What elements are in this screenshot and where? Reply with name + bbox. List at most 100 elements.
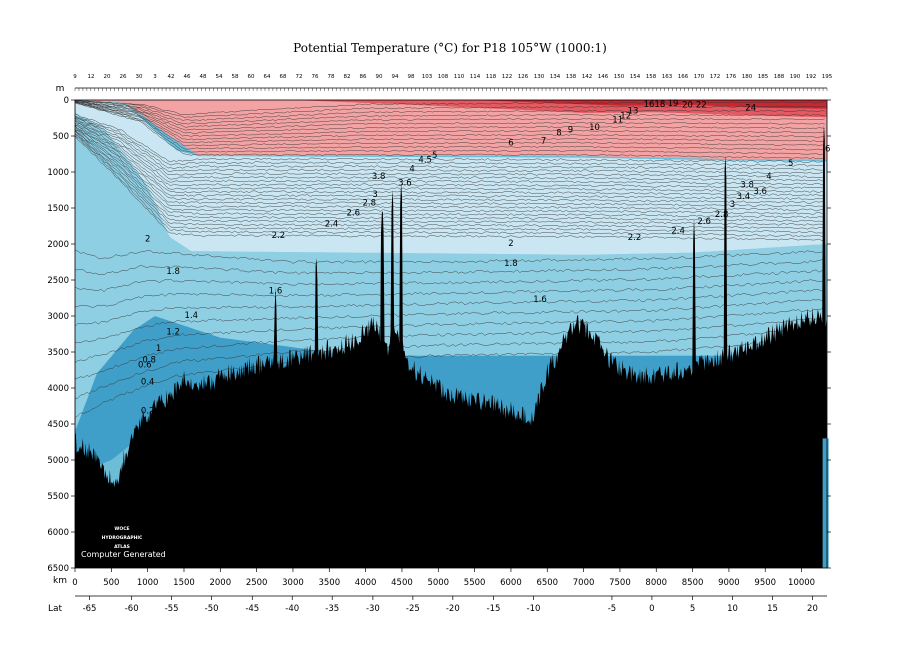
- station-label: 68: [280, 74, 287, 80]
- isotherm-upper: [74, 101, 825, 141]
- isotherm-deep: [74, 269, 825, 292]
- km-tick-label: 8000: [645, 578, 667, 588]
- depth-tick-label: 6500: [47, 564, 69, 574]
- station-label: 54: [216, 74, 223, 80]
- km-tick-label: 8500: [682, 578, 704, 588]
- station-label: 138: [566, 74, 577, 80]
- station-label: 150: [614, 74, 625, 80]
- contour-label: 1.8: [504, 259, 518, 269]
- contour-label: 9: [568, 126, 573, 136]
- station-label: 42: [168, 74, 175, 80]
- lat-tick-label: 20: [807, 604, 818, 614]
- isotherm-deep: [74, 299, 825, 344]
- contour-label: 0.8: [142, 355, 156, 365]
- isotherm-deep: [74, 259, 825, 276]
- contour-label: 2.8: [363, 199, 377, 209]
- plot-frame: [74, 99, 828, 569]
- isotherm-mid: [74, 118, 825, 178]
- axes: 0500100015002000250030003500400045005000…: [47, 74, 832, 614]
- station-label: 30: [136, 74, 143, 80]
- isotherm-mid: [74, 120, 825, 189]
- isotherm-deep: [74, 279, 825, 309]
- contour-label: 2.4: [671, 227, 685, 237]
- band-above-20C: [75, 100, 827, 109]
- contour-label: 6: [508, 139, 513, 149]
- band-2.0-5.0C: [75, 100, 827, 255]
- depth-tick-label: 4500: [47, 420, 69, 430]
- contour-label: 3.8: [372, 172, 386, 182]
- station-label: 20: [104, 74, 111, 80]
- watermark-hydrographic: HYDROGRAPHIC: [102, 535, 143, 541]
- km-tick-label: 10000: [788, 578, 815, 588]
- station-label: 122: [502, 74, 513, 80]
- km-tick-label: 3000: [282, 578, 304, 588]
- contour-label: 10: [589, 123, 600, 133]
- station-label: 192: [806, 74, 817, 80]
- isotherm-upper: [74, 102, 825, 160]
- station-label: 170: [694, 74, 705, 80]
- watermark-atlas: ATLAS: [114, 544, 130, 550]
- station-label: 154: [630, 74, 641, 80]
- station-label: 48: [200, 74, 207, 80]
- lat-tick-label: -40: [285, 604, 299, 614]
- isotherm-upper: [74, 102, 825, 151]
- contour-label: 4: [766, 172, 771, 182]
- isotherm-upper: [74, 100, 825, 125]
- isotherm-mid: [74, 133, 825, 230]
- station-label: 46: [184, 74, 191, 80]
- lat-tick-label: 10: [727, 604, 738, 614]
- contour-label: 5: [788, 159, 793, 169]
- depth-tick-label: 0: [64, 96, 69, 106]
- station-label: 98: [408, 74, 415, 80]
- km-tick-label: 3500: [318, 578, 340, 588]
- contour-label: 2.6: [347, 209, 361, 219]
- contour-label: 2.4: [325, 219, 339, 229]
- latitude-axis-label: Lat: [48, 604, 63, 614]
- contour-label: 3.6: [753, 187, 767, 197]
- station-label: 146: [598, 74, 609, 80]
- seafloor: [75, 125, 829, 568]
- km-tick-label: 4000: [355, 578, 377, 588]
- contour-label: 4.5: [418, 155, 432, 165]
- lat-tick-label: -25: [406, 604, 420, 614]
- band-0.8-2.0C: [75, 113, 827, 430]
- contour-label: 2: [508, 239, 513, 249]
- lat-tick-label: -10: [527, 604, 541, 614]
- station-label: 190: [790, 74, 801, 80]
- isotherm-upper: [74, 100, 825, 118]
- contour-label: 1.6: [533, 295, 547, 305]
- contour-label: 3.4: [737, 192, 751, 202]
- contour-label: 2.6: [697, 217, 711, 227]
- lat-tick-label: -60: [125, 604, 139, 614]
- isotherm-mid: [74, 129, 825, 219]
- isotherm-deep: [74, 289, 825, 327]
- lat-tick-label: -35: [325, 604, 339, 614]
- isotherm-upper: [74, 100, 825, 131]
- isotherm-mid: [74, 129, 825, 215]
- seafloor-profile: [75, 125, 827, 568]
- contour-label: 4: [409, 165, 414, 175]
- isotherm-mid: [74, 135, 825, 237]
- station-label: 158: [646, 74, 657, 80]
- station-label: 180: [742, 74, 753, 80]
- isotherm-upper: [74, 102, 825, 147]
- computer-generated-note: Computer Generated: [81, 550, 166, 559]
- isotherm-mid: [74, 134, 825, 234]
- station-label: 64: [264, 74, 271, 80]
- contour-label: 6: [825, 145, 830, 155]
- km-tick-label: 5500: [464, 578, 486, 588]
- isotherm-upper: [74, 101, 825, 144]
- lat-tick-label: -20: [446, 604, 460, 614]
- contour-label: 2.8: [715, 210, 729, 220]
- isotherm-mid: [74, 119, 825, 186]
- trench-water: [822, 438, 829, 568]
- station-label: 72: [296, 74, 303, 80]
- km-tick-label: 1500: [173, 578, 195, 588]
- lat-tick-label: -50: [205, 604, 219, 614]
- chart-title: Potential Temperature (°C) for P18 105°W…: [293, 41, 607, 55]
- station-label: 185: [758, 74, 769, 80]
- contour-label: 1.2: [166, 327, 180, 337]
- station-label: 142: [582, 74, 593, 80]
- isotherm-mid: [74, 130, 825, 226]
